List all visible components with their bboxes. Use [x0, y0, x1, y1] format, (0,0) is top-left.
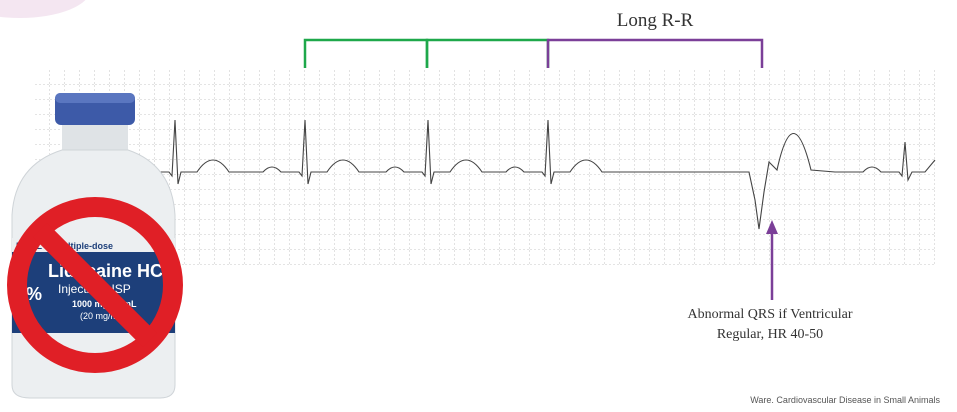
- citation: Ware. Cardiovascular Disease in Small An…: [750, 395, 940, 405]
- corner-decoration: [0, 0, 90, 18]
- bracket-label: Long R-R: [617, 10, 694, 31]
- slide: Long R-R Abnormal QRS if Ventricular Reg…: [0, 0, 957, 412]
- rr-bracket: [427, 40, 548, 68]
- long-rr-bracket: [548, 40, 762, 68]
- page: Long R-R Abnormal QRS if Ventricular Reg…: [0, 0, 957, 412]
- annotation-line: Regular, HR 40-50: [717, 327, 823, 342]
- annotation-line: Abnormal QRS if Ventricular: [688, 307, 853, 322]
- rr-bracket: [305, 40, 427, 68]
